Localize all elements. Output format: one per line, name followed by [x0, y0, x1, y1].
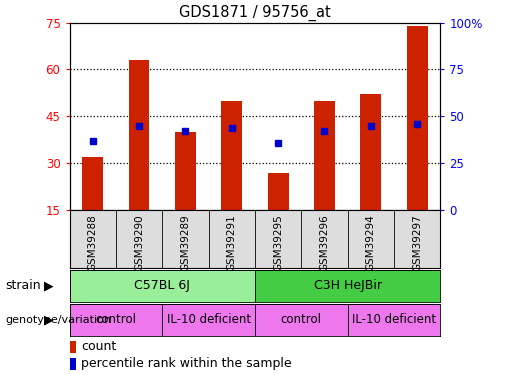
Text: GSM39288: GSM39288 — [88, 214, 98, 272]
Text: control: control — [281, 313, 322, 326]
Text: GSM39290: GSM39290 — [134, 214, 144, 271]
Text: count: count — [81, 340, 116, 354]
Bar — [221, 100, 242, 210]
Bar — [255, 304, 348, 336]
Text: IL-10 deficient: IL-10 deficient — [352, 313, 436, 326]
Title: GDS1871 / 95756_at: GDS1871 / 95756_at — [179, 5, 331, 21]
Text: control: control — [95, 313, 136, 326]
Bar — [314, 100, 335, 210]
Text: GSM39294: GSM39294 — [366, 214, 376, 272]
Text: genotype/variation: genotype/variation — [5, 315, 111, 325]
Text: C3H HeJBir: C3H HeJBir — [314, 279, 382, 292]
Bar — [129, 60, 149, 210]
Bar — [407, 26, 427, 210]
Bar — [70, 304, 162, 336]
Bar — [255, 270, 440, 302]
Text: GSM39291: GSM39291 — [227, 214, 237, 272]
Text: GSM39297: GSM39297 — [412, 214, 422, 272]
Text: GSM39289: GSM39289 — [180, 214, 191, 272]
Bar — [82, 157, 103, 210]
Bar — [175, 132, 196, 210]
Text: percentile rank within the sample: percentile rank within the sample — [81, 357, 291, 370]
Bar — [348, 304, 440, 336]
Text: GSM39295: GSM39295 — [273, 214, 283, 272]
Bar — [162, 304, 255, 336]
Text: strain: strain — [5, 279, 41, 292]
Bar — [70, 270, 255, 302]
Text: GSM39296: GSM39296 — [319, 214, 330, 272]
Bar — [360, 94, 381, 210]
Text: ▶: ▶ — [44, 279, 54, 292]
Text: IL-10 deficient: IL-10 deficient — [166, 313, 251, 326]
Text: C57BL 6J: C57BL 6J — [134, 279, 190, 292]
Text: ▶: ▶ — [44, 313, 54, 326]
Bar — [268, 172, 288, 210]
